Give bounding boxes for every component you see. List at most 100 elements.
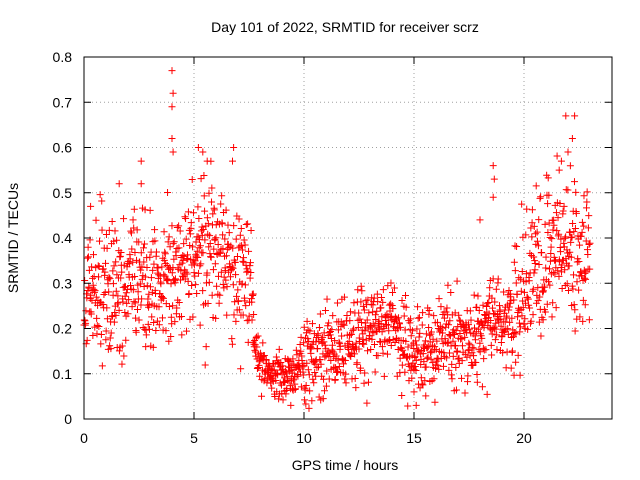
data-point	[525, 277, 533, 285]
data-point	[129, 258, 137, 266]
data-point	[568, 282, 576, 290]
data-point	[113, 236, 121, 244]
data-point	[246, 262, 254, 270]
data-point	[419, 350, 427, 358]
data-point	[579, 317, 587, 325]
data-point	[250, 310, 258, 318]
data-point	[323, 295, 331, 303]
data-point	[194, 203, 202, 211]
data-point	[465, 339, 473, 347]
data-point	[103, 304, 111, 312]
data-point	[340, 321, 348, 329]
data-point	[197, 175, 205, 183]
data-point	[110, 237, 118, 245]
data-point	[169, 148, 177, 156]
data-point	[97, 340, 105, 348]
data-point	[91, 287, 99, 295]
data-point	[112, 258, 120, 266]
data-point	[230, 222, 238, 230]
data-point	[402, 292, 410, 300]
data-point	[425, 323, 433, 331]
data-point	[355, 345, 363, 353]
data-point	[453, 347, 461, 355]
data-point	[437, 303, 445, 311]
data-point	[486, 276, 494, 284]
data-point	[206, 232, 214, 240]
data-point	[347, 330, 355, 338]
data-point	[411, 352, 419, 360]
data-point	[239, 311, 247, 319]
data-point	[564, 286, 572, 294]
data-point	[325, 319, 333, 327]
data-point	[244, 267, 252, 275]
data-point	[267, 365, 275, 373]
data-point	[194, 144, 202, 151]
data-point	[435, 295, 443, 303]
data-point	[306, 327, 314, 335]
data-point	[339, 355, 347, 363]
data-point	[536, 293, 544, 301]
data-point	[123, 299, 131, 307]
data-point	[309, 375, 317, 383]
data-point	[582, 237, 590, 245]
data-point	[418, 321, 426, 329]
data-point	[521, 315, 529, 323]
data-point	[472, 358, 480, 366]
data-point	[146, 206, 154, 214]
data-point	[445, 321, 453, 329]
data-point	[108, 313, 116, 321]
data-point	[154, 264, 162, 272]
data-point	[448, 360, 456, 368]
data-point	[421, 377, 429, 385]
data-point	[241, 241, 249, 249]
data-point	[218, 192, 226, 200]
data-point	[147, 274, 155, 282]
data-point	[453, 348, 461, 356]
data-point	[131, 299, 139, 307]
data-point	[342, 370, 350, 378]
data-point	[316, 310, 324, 318]
data-point	[106, 275, 114, 283]
data-point	[200, 172, 208, 180]
data-point	[213, 282, 221, 290]
data-point	[558, 261, 566, 269]
data-point	[444, 281, 452, 289]
data-point	[143, 264, 151, 272]
data-point	[513, 243, 521, 251]
data-point	[507, 290, 515, 298]
data-point	[129, 286, 137, 294]
data-point	[497, 322, 505, 330]
data-point	[362, 336, 370, 344]
data-point	[171, 275, 179, 283]
data-point	[383, 311, 391, 319]
data-point	[518, 267, 526, 275]
data-point	[149, 266, 157, 274]
data-point	[531, 266, 539, 274]
data-point	[303, 342, 311, 350]
data-point	[379, 286, 387, 294]
data-point	[248, 298, 256, 306]
data-point	[415, 314, 423, 322]
data-point	[542, 264, 550, 272]
data-point	[578, 228, 586, 236]
data-point	[229, 244, 237, 252]
data-point	[243, 317, 251, 325]
data-point	[112, 287, 120, 295]
data-point	[526, 304, 534, 312]
data-point	[359, 302, 367, 310]
data-point	[422, 363, 430, 371]
data-point	[203, 269, 211, 277]
data-point	[227, 273, 235, 281]
data-point	[581, 269, 589, 277]
data-point	[322, 382, 330, 390]
data-point	[584, 224, 592, 232]
data-point	[239, 257, 247, 265]
data-point	[470, 291, 478, 299]
data-point	[300, 323, 308, 331]
data-point	[489, 304, 497, 312]
data-point	[527, 224, 535, 232]
data-point	[138, 295, 146, 303]
data-point	[157, 280, 165, 288]
data-point	[201, 207, 209, 215]
data-point	[520, 288, 528, 296]
